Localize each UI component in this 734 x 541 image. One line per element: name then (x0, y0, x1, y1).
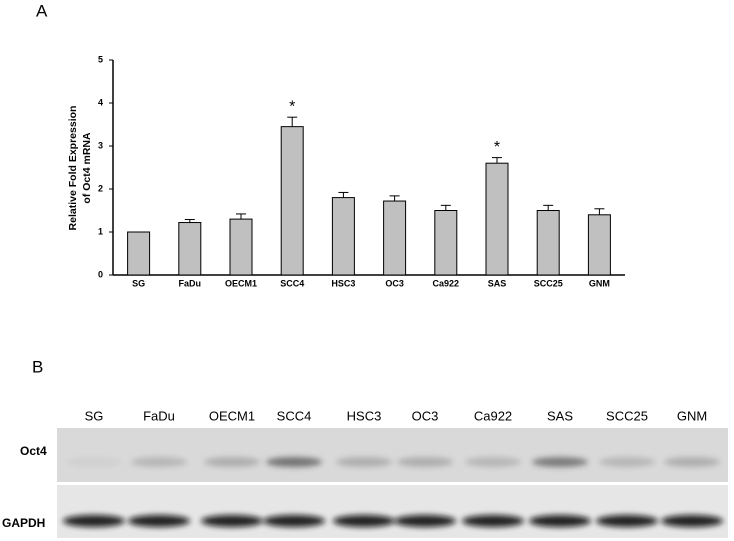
gapdh-band (462, 515, 524, 527)
significance-marker: * (289, 98, 295, 115)
x-tick-label: SG (132, 278, 145, 288)
x-tick-label: OC3 (385, 278, 404, 288)
x-tick-label: GNM (589, 278, 610, 288)
x-tick-label: Ca922 (433, 278, 460, 288)
gapdh-band (394, 515, 456, 527)
row-label: Oct4 (20, 444, 47, 458)
oct4-band (336, 457, 392, 467)
oct4-band (599, 457, 655, 467)
oct4-band (66, 457, 122, 467)
bar (229, 218, 253, 276)
x-tick-label: FaDu (179, 278, 202, 288)
gapdh-band (63, 515, 125, 527)
x-tick-label: SCC4 (280, 278, 304, 288)
lane-label: OECM1 (209, 408, 255, 423)
oct4-band (204, 457, 260, 467)
oct4-band (465, 457, 521, 467)
y-axis-label: Relative Fold Expression (67, 106, 79, 231)
bar (383, 200, 407, 276)
panel-label: A (36, 1, 48, 20)
gapdh-band (333, 515, 395, 527)
lane-label: SG (85, 408, 104, 423)
lane-label: HSC3 (347, 408, 382, 423)
y-tick-label: 1 (98, 226, 103, 236)
oct4-band (131, 457, 187, 467)
lane-label: Ca922 (474, 408, 512, 423)
y-tick-label: 0 (98, 269, 103, 279)
gapdh-band (128, 515, 190, 527)
oct4-band (397, 457, 453, 467)
bar (536, 210, 560, 276)
panel-label: B (32, 357, 43, 376)
y-tick-label: 4 (98, 97, 103, 107)
lane-label: SAS (547, 408, 573, 423)
lane-label: FaDu (143, 408, 175, 423)
x-tick-label: SCC25 (534, 278, 563, 288)
gapdh-band (529, 515, 591, 527)
bar (280, 126, 304, 276)
row-label: GAPDH (2, 516, 45, 530)
significance-marker: * (494, 139, 500, 156)
y-tick-label: 3 (98, 140, 103, 150)
bar (331, 197, 355, 276)
x-tick-label: SAS (488, 278, 507, 288)
y-tick-label: 5 (98, 54, 103, 64)
lane-label: GNM (677, 408, 707, 423)
oct4-band (266, 457, 322, 467)
bar (178, 222, 202, 276)
gapdh-band (201, 515, 263, 527)
lane-label: OC3 (412, 408, 439, 423)
gapdh-blot (57, 485, 728, 538)
bar (434, 210, 458, 276)
bar (127, 231, 151, 276)
y-tick-label: 2 (98, 183, 103, 193)
gapdh-band (596, 515, 658, 527)
oct4-band (664, 457, 720, 467)
lane-label: SCC4 (277, 408, 312, 423)
oct4-blot (57, 428, 728, 482)
bar (485, 162, 509, 276)
gapdh-band (661, 515, 723, 527)
y-axis-label: of Oct4 mRNA (81, 132, 93, 204)
x-tick-label: HSC3 (331, 278, 355, 288)
gapdh-band (263, 515, 325, 527)
lane-label: SCC25 (606, 408, 648, 423)
oct4-band (532, 457, 588, 467)
x-tick-label: OECM1 (225, 278, 257, 288)
bar (587, 214, 611, 276)
